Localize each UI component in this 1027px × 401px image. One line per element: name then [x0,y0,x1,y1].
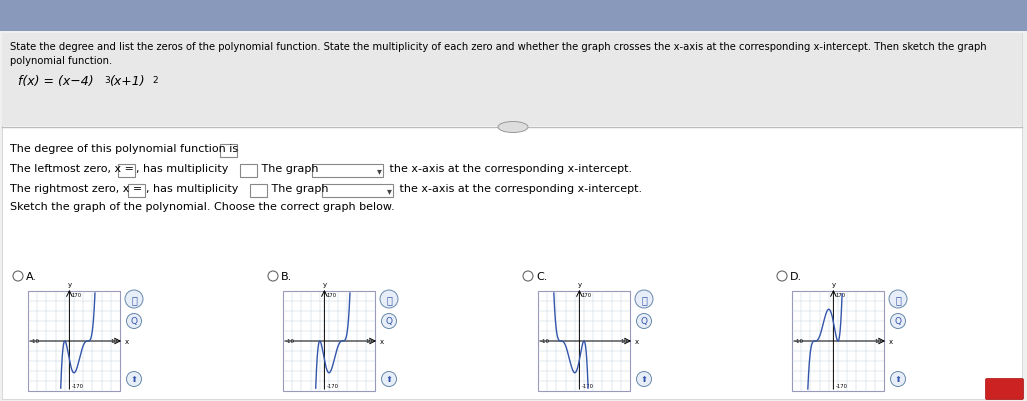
Text: 10: 10 [620,338,627,343]
Text: ⬆: ⬆ [895,375,902,383]
Text: -170: -170 [72,383,83,388]
Text: f(x) = (x−4): f(x) = (x−4) [18,75,93,88]
Text: D.: D. [790,271,802,281]
Circle shape [777,271,787,281]
Text: polynomial function.: polynomial function. [10,56,112,66]
FancyBboxPatch shape [28,291,120,391]
Text: The leftmost zero, x =: The leftmost zero, x = [10,164,134,174]
Circle shape [890,372,906,387]
Circle shape [126,372,142,387]
FancyBboxPatch shape [0,0,1027,32]
Text: the x-axis at the corresponding x-intercept.: the x-axis at the corresponding x-interc… [386,164,633,174]
FancyBboxPatch shape [986,379,1024,399]
Circle shape [13,271,23,281]
Text: y: y [322,281,327,287]
Text: 170: 170 [581,292,592,297]
Text: Sketch the graph of the polynomial. Choose the correct graph below.: Sketch the graph of the polynomial. Choo… [10,201,394,211]
Text: the x-axis at the corresponding x-intercept.: the x-axis at the corresponding x-interc… [396,184,642,194]
Text: x: x [380,338,384,344]
Text: Q: Q [895,317,902,326]
FancyBboxPatch shape [538,291,630,391]
Text: 2: 2 [152,76,157,85]
Text: Q: Q [130,317,138,326]
Text: The degree of this polynomial function is: The degree of this polynomial function i… [10,144,238,154]
Circle shape [381,314,396,329]
FancyBboxPatch shape [2,34,1022,127]
FancyBboxPatch shape [250,184,266,197]
Ellipse shape [498,122,528,133]
Text: 10: 10 [365,338,372,343]
FancyBboxPatch shape [127,184,145,197]
FancyBboxPatch shape [321,184,392,197]
Text: -10: -10 [795,338,804,343]
FancyBboxPatch shape [311,164,382,177]
Text: y: y [831,281,835,287]
Text: -10: -10 [286,338,295,343]
Text: -170: -170 [581,383,594,388]
Text: 170: 170 [327,292,337,297]
FancyBboxPatch shape [283,291,375,391]
Circle shape [381,372,396,387]
Text: ▾: ▾ [377,166,381,176]
Text: ⌕: ⌕ [641,294,647,304]
Circle shape [125,290,143,308]
Text: -170: -170 [327,383,339,388]
Circle shape [523,271,533,281]
Text: ⌕: ⌕ [896,294,901,304]
Text: ⬆: ⬆ [385,375,392,383]
Text: 10: 10 [874,338,881,343]
Text: 3: 3 [104,76,110,85]
Text: ⬆: ⬆ [130,375,138,383]
Text: -10: -10 [541,338,550,343]
Text: 10: 10 [110,338,117,343]
FancyBboxPatch shape [117,164,135,177]
Text: State the degree and list the zeros of the polynomial function. State the multip: State the degree and list the zeros of t… [10,42,987,52]
Text: The rightmost zero, x =: The rightmost zero, x = [10,184,143,194]
Text: ⬆: ⬆ [641,375,647,383]
Text: -10: -10 [31,338,40,343]
Text: x: x [125,338,129,344]
FancyBboxPatch shape [239,164,257,177]
Circle shape [126,314,142,329]
Circle shape [637,314,651,329]
Text: , has multiplicity: , has multiplicity [136,164,228,174]
Circle shape [889,290,907,308]
Text: y: y [68,281,72,287]
FancyBboxPatch shape [0,32,1027,401]
Text: The graph: The graph [258,164,318,174]
Text: 170: 170 [72,292,81,297]
Text: Q: Q [641,317,647,326]
FancyBboxPatch shape [2,34,1022,399]
Text: ⌕: ⌕ [131,294,137,304]
Circle shape [637,372,651,387]
FancyBboxPatch shape [792,291,884,391]
Text: B.: B. [281,271,293,281]
Text: (x+1): (x+1) [109,75,145,88]
Text: Q: Q [385,317,392,326]
Circle shape [890,314,906,329]
Text: x: x [889,338,893,344]
Text: The graph: The graph [268,184,329,194]
Text: C.: C. [536,271,547,281]
Text: x: x [635,338,639,344]
Text: -170: -170 [835,383,847,388]
Circle shape [635,290,653,308]
FancyBboxPatch shape [220,144,236,157]
Text: ▾: ▾ [386,186,391,196]
Circle shape [380,290,398,308]
Text: 170: 170 [835,292,845,297]
Text: A.: A. [26,271,37,281]
Text: ⌕: ⌕ [386,294,392,304]
Circle shape [268,271,278,281]
Text: , has multiplicity: , has multiplicity [146,184,238,194]
Text: y: y [577,281,581,287]
